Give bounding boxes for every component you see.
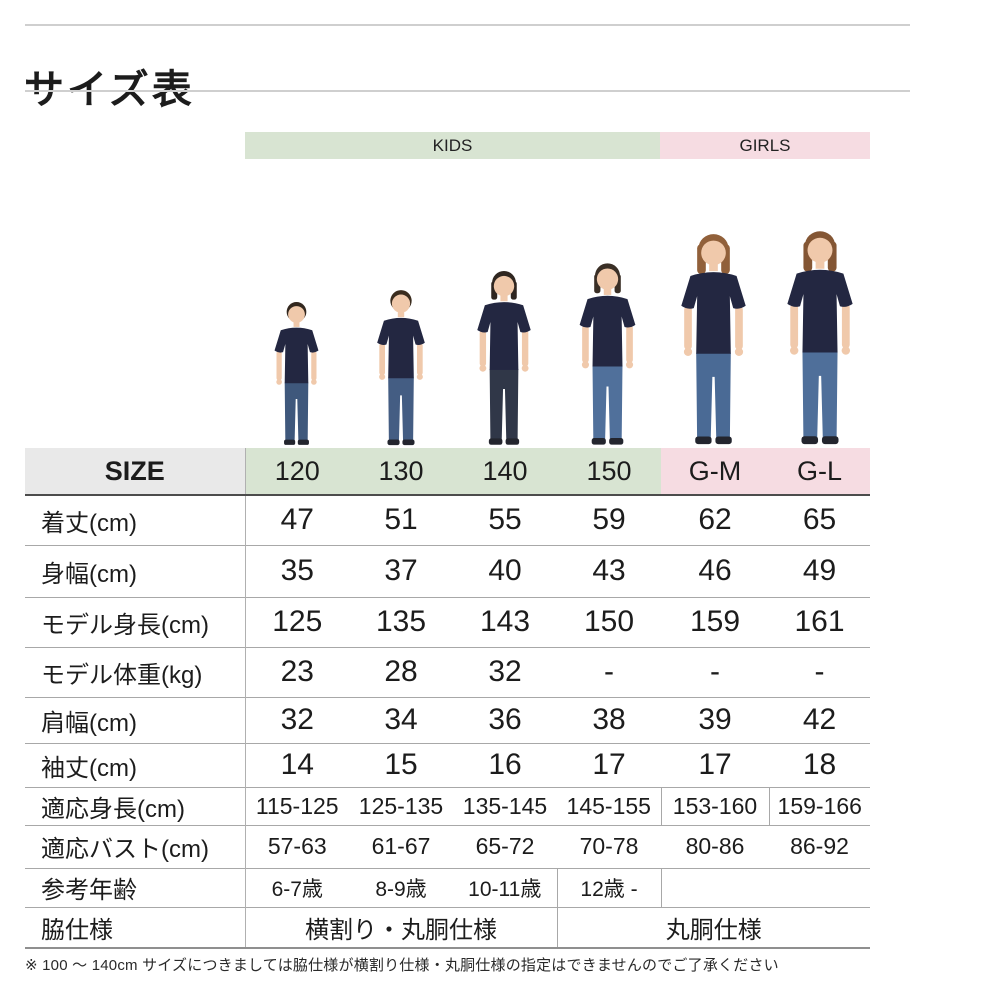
value-cell: 46 xyxy=(698,554,732,587)
value-cell: 12歳 - xyxy=(556,868,661,907)
value-cell: 59 xyxy=(592,503,626,537)
row-label: 袖丈(cm) xyxy=(25,743,246,787)
value-cell: 42 xyxy=(802,703,837,736)
value-cell: - xyxy=(710,655,720,688)
value-cell xyxy=(769,868,870,907)
model-figure-130 xyxy=(377,290,425,446)
value-cell: 14 xyxy=(280,748,314,781)
value-cell: 62 xyxy=(698,503,732,537)
value-cell: 40 xyxy=(488,554,522,587)
value-cell-merged: 丸胴仕様 xyxy=(556,907,870,948)
value-cell: 34 xyxy=(384,703,418,736)
row-label: 着丈(cm) xyxy=(25,495,246,545)
size-header-row: SIZE 120 130 140 150 G-M G-L xyxy=(25,448,870,495)
table-row-body-length: 着丈(cm) 47 51 55 59 62 65 xyxy=(25,495,870,545)
footnote: ※ 100 ～ 140cm サイズにつきましては脇仕様が横割り仕様・丸胴仕様の指… xyxy=(25,957,779,974)
value-cell: 32 xyxy=(280,703,314,736)
value-cell-merged: 横割り・丸胴仕様 xyxy=(305,916,497,944)
value-cell: 135 xyxy=(375,605,427,638)
value-cell: 28 xyxy=(384,655,418,688)
value-cell: 37 xyxy=(384,554,418,587)
table-row-model-weight: モデル体重(kg) 23 28 32 - - - xyxy=(25,647,870,697)
size-header-label: SIZE xyxy=(25,448,246,495)
value-cell: 153-160 xyxy=(660,787,769,825)
row-label: 肩幅(cm) xyxy=(25,697,246,743)
value-cell: 70-78 xyxy=(579,833,639,859)
table-row-fit-height: 適応身長(cm) 115-125 125-135 135-145 145-155… xyxy=(25,787,870,825)
title-divider-bottom xyxy=(25,90,910,92)
value-cell: 150 xyxy=(583,605,635,638)
value-cell: 10-11歳 xyxy=(468,877,542,901)
value-cell: 125-135 xyxy=(358,792,444,819)
value-cell: 65-72 xyxy=(475,833,535,859)
page-title: サイズ表 xyxy=(24,67,195,112)
row-label: 身幅(cm) xyxy=(25,545,246,597)
value-cell: 15 xyxy=(384,748,418,781)
value-cell: 143 xyxy=(479,605,531,638)
row-label: 適応バスト(cm) xyxy=(25,825,246,868)
value-cell: 17 xyxy=(592,748,626,781)
table-row-body-width: 身幅(cm) 35 37 40 43 46 49 xyxy=(25,545,870,597)
value-cell: 43 xyxy=(592,554,626,587)
value-cell: 145-155 xyxy=(566,792,651,819)
value-cell: 39 xyxy=(698,703,732,736)
column-header-120: 120 xyxy=(245,448,349,495)
column-header-150: 150 xyxy=(557,448,661,495)
value-cell: 18 xyxy=(802,748,837,781)
size-table: SIZE 120 130 140 150 G-M G-L 着丈(cm) 47 5… xyxy=(25,448,870,949)
value-cell: 80-86 xyxy=(685,833,745,859)
value-cell: 32 xyxy=(488,655,522,688)
value-cell: 86-92 xyxy=(790,833,849,859)
table-row-fit-bust: 適応バスト(cm) 57-63 61-67 65-72 70-78 80-86 … xyxy=(25,825,870,868)
value-cell: 51 xyxy=(384,503,418,537)
row-label: モデル体重(kg) xyxy=(25,647,246,697)
model-figure-140 xyxy=(477,270,531,445)
value-cell: 35 xyxy=(280,554,314,587)
value-cell: 36 xyxy=(488,703,522,736)
value-cell: 6-7歳 xyxy=(271,877,323,901)
value-cell: 57-63 xyxy=(267,833,327,859)
value-cell: 55 xyxy=(488,503,522,537)
row-label: 適応身長(cm) xyxy=(25,787,246,825)
value-cell: 23 xyxy=(280,655,314,688)
value-cell xyxy=(660,868,769,907)
value-cell: - xyxy=(604,655,614,688)
value-cell: 49 xyxy=(802,554,837,587)
column-header-130: 130 xyxy=(349,448,453,495)
column-header-gl: G-L xyxy=(769,448,870,495)
model-figure-150 xyxy=(579,263,636,445)
value-cell: 125 xyxy=(272,605,323,638)
value-cell: 159 xyxy=(689,605,741,638)
model-figure-gm xyxy=(681,234,746,445)
row-label: 脇仕様 xyxy=(25,907,246,948)
value-cell: 159-166 xyxy=(768,787,870,825)
column-header-140: 140 xyxy=(453,448,557,495)
table-row-model-height: モデル身長(cm) 125 135 143 150 159 161 xyxy=(25,597,870,647)
value-cell: 38 xyxy=(592,703,626,736)
kids-group-header: KIDS xyxy=(245,132,660,159)
value-cell: 47 xyxy=(280,503,314,537)
value-cell: 8-9歳 xyxy=(375,877,427,901)
table-row-reference-age: 参考年齢 6-7歳 8-9歳 10-11歳 12歳 - xyxy=(25,868,870,907)
table-row-sleeve-length: 袖丈(cm) 14 15 16 17 17 18 xyxy=(25,743,870,787)
value-cell: 65 xyxy=(802,503,837,537)
value-cell: 61-67 xyxy=(371,833,431,859)
table-row-shoulder-width: 肩幅(cm) 32 34 36 38 39 42 xyxy=(25,697,870,743)
value-cell: 115-125 xyxy=(255,792,339,819)
model-figure-120 xyxy=(274,302,319,445)
value-cell: 17 xyxy=(698,748,732,781)
girls-group-header: GIRLS xyxy=(660,132,870,159)
model-figure-gl xyxy=(787,231,853,445)
value-cell: 16 xyxy=(488,748,522,781)
row-label: モデル身長(cm) xyxy=(25,597,246,647)
table-row-side-spec: 脇仕様 横割り・丸胴仕様 丸胴仕様 xyxy=(25,907,870,948)
value-cell: 161 xyxy=(794,605,845,638)
value-cell: 135-145 xyxy=(462,792,548,819)
value-cell: - xyxy=(814,655,825,688)
column-header-gm: G-M xyxy=(661,448,769,495)
title-divider-top xyxy=(25,24,910,26)
row-label: 参考年齢 xyxy=(25,868,246,907)
